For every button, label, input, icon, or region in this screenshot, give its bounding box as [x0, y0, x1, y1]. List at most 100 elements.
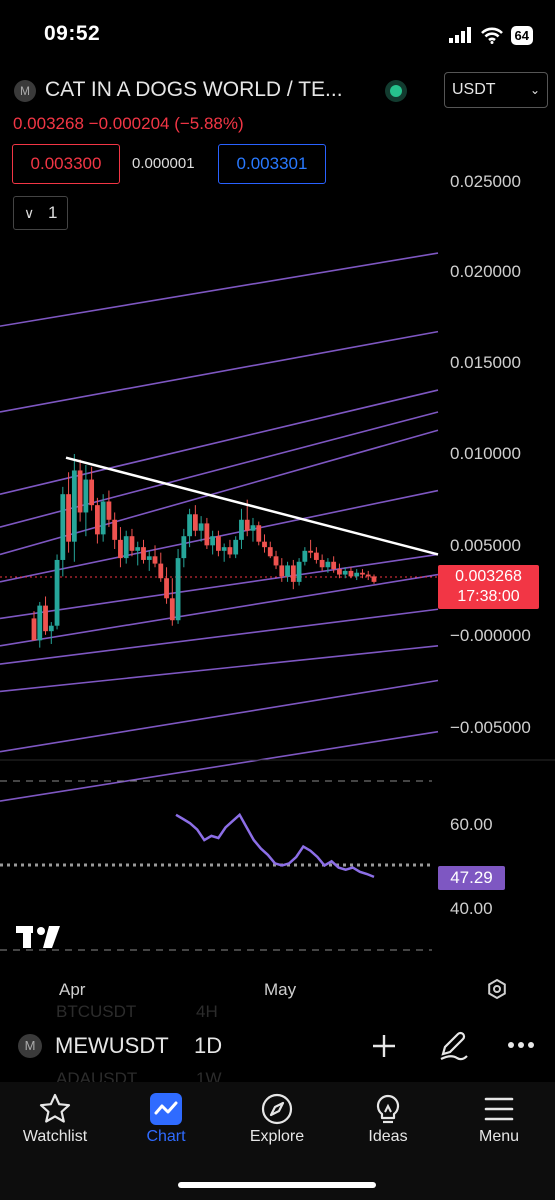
star-icon: [38, 1092, 72, 1126]
bottom-symbol-logo: M: [18, 1034, 42, 1058]
channel-line: [0, 732, 438, 801]
candle-body: [285, 565, 290, 576]
candle-body: [233, 540, 238, 555]
drawing-tools-icon[interactable]: [437, 1030, 469, 1062]
candle-body: [55, 560, 60, 626]
price-chart[interactable]: [0, 0, 555, 1010]
candle-body: [308, 551, 313, 553]
more-options-icon[interactable]: [507, 1038, 535, 1052]
tab-label: Watchlist: [5, 1128, 105, 1146]
candle-body: [187, 514, 192, 536]
candle-body: [78, 470, 83, 512]
symbol-selector[interactable]: MEWUSDT: [55, 1033, 173, 1059]
tab-label: Menu: [449, 1128, 549, 1146]
candle-body: [372, 576, 377, 581]
ghost-symbol: BTCUSDT: [56, 1002, 136, 1022]
candle-body: [354, 573, 359, 577]
candle-body: [89, 480, 94, 506]
candle-body: [199, 523, 204, 530]
tab-explore[interactable]: Explore: [227, 1090, 327, 1146]
candle-body: [239, 520, 244, 540]
candle-body: [302, 551, 307, 562]
rsi-axis-label: 40.00: [450, 899, 493, 919]
candle-body: [262, 542, 267, 547]
candle-body: [43, 606, 48, 632]
rsi-line: [176, 815, 374, 877]
channel-line: [0, 390, 438, 494]
channel-line: [0, 554, 438, 618]
candle-body: [37, 606, 42, 641]
compass-icon: [260, 1092, 294, 1126]
channel-line: [0, 609, 438, 664]
candle-body: [107, 501, 112, 519]
candle-body: [170, 598, 175, 620]
last-price-tag: 0.003268 17:38:00: [438, 565, 539, 609]
candle-body: [320, 560, 325, 567]
candle-body: [274, 556, 279, 565]
candle-body: [193, 514, 198, 530]
candle-body: [337, 569, 342, 574]
candle-body: [176, 558, 181, 620]
candle-body: [314, 553, 319, 560]
candle-countdown: 17:38:00: [438, 587, 539, 607]
candle-body: [32, 618, 37, 640]
chart-icon: [150, 1093, 182, 1125]
candle-body: [124, 536, 129, 558]
time-axis-label: Apr: [59, 980, 85, 1000]
candle-body: [222, 547, 227, 551]
candle-body: [181, 536, 186, 558]
candle-body: [325, 562, 330, 567]
candle-body: [72, 470, 77, 541]
chart-settings-icon[interactable]: [486, 978, 508, 1000]
candle-body: [228, 547, 233, 554]
tab-label: Ideas: [338, 1128, 438, 1146]
candle-body: [158, 564, 163, 579]
lightbulb-icon: [371, 1092, 405, 1126]
channel-line: [0, 253, 438, 326]
candle-body: [349, 571, 354, 576]
tab-chart[interactable]: Chart: [116, 1090, 216, 1146]
candle-body: [164, 578, 169, 598]
tab-menu[interactable]: Menu: [449, 1090, 549, 1146]
candle-body: [268, 547, 273, 556]
menu-icon: [484, 1096, 514, 1122]
candle-body: [141, 547, 146, 560]
time-axis-label: May: [264, 980, 296, 1000]
candle-body: [291, 565, 296, 581]
candle-body: [297, 562, 302, 582]
candle-body: [153, 556, 158, 563]
rsi-axis-label: 60.00: [450, 815, 493, 835]
last-price-tag-price: 0.003268: [438, 567, 539, 587]
candle-body: [83, 480, 88, 513]
candle-body: [130, 536, 135, 551]
candle-body: [279, 565, 284, 576]
add-icon[interactable]: [371, 1033, 397, 1059]
candles: [32, 454, 377, 648]
candle-body: [112, 520, 117, 540]
candle-body: [360, 573, 365, 575]
tab-ideas[interactable]: Ideas: [338, 1090, 438, 1146]
channel-line: [0, 575, 438, 646]
candle-body: [216, 536, 221, 551]
channel-line: [0, 412, 438, 527]
candle-body: [251, 525, 256, 530]
home-indicator: [178, 1182, 376, 1188]
tab-watchlist[interactable]: Watchlist: [5, 1090, 105, 1146]
interval-selector[interactable]: 1D: [194, 1033, 222, 1059]
channel-line: [0, 332, 438, 412]
candle-body: [101, 501, 106, 534]
candle-body: [256, 525, 261, 541]
channel-line: [0, 646, 438, 692]
candle-body: [204, 523, 209, 545]
channel-line: [0, 681, 438, 752]
tradingview-logo: [16, 926, 62, 950]
candle-body: [366, 575, 371, 577]
candle-body: [66, 494, 71, 541]
tab-label: Chart: [116, 1128, 216, 1146]
candle-body: [147, 556, 152, 560]
candle-body: [331, 562, 336, 569]
candle-body: [343, 571, 348, 575]
candle-body: [95, 505, 100, 534]
tab-label: Explore: [227, 1128, 327, 1146]
channel-lines: [0, 253, 438, 801]
